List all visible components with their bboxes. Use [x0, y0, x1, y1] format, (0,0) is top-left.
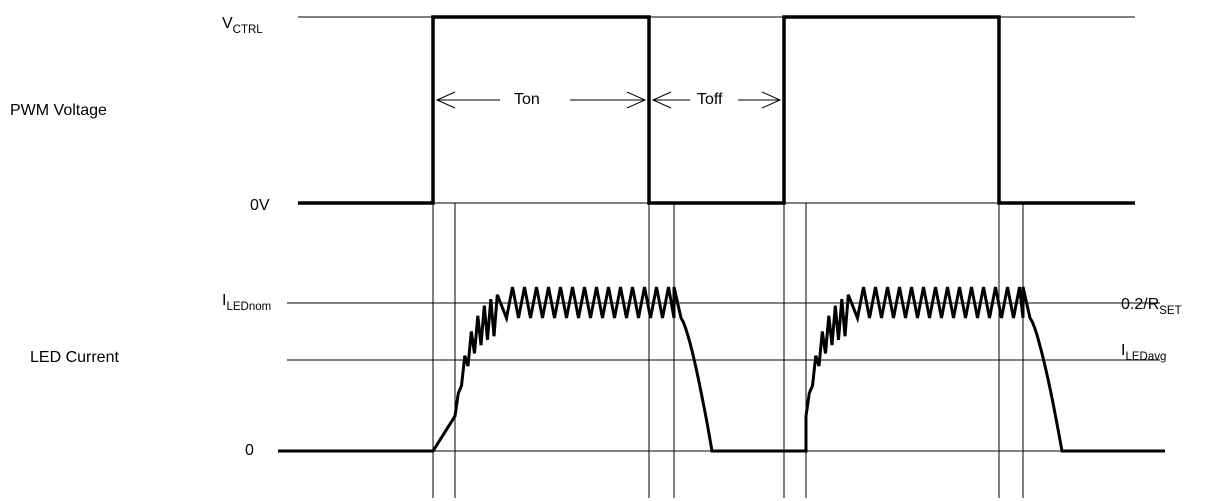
led-current-row-label: LED Current — [30, 349, 119, 366]
led-current-waveform — [278, 286, 1165, 453]
set-current-label-main: 0.2/R — [1121, 296, 1159, 313]
zero-volt-label: 0V — [250, 197, 270, 214]
iled-nom-label: ILEDnom — [222, 292, 271, 313]
set-current-label: 0.2/RSET — [1121, 296, 1182, 317]
iled-avg-label-sub: LEDavg — [1125, 351, 1166, 363]
pwm-voltage-waveform — [298, 15, 1135, 205]
iled-avg-label: ILEDavg — [1121, 342, 1166, 363]
zero-current-label: 0 — [245, 442, 254, 459]
timing-guide-lines — [432, 203, 1024, 498]
vctrl-label-sub: CTRL — [233, 24, 264, 36]
vctrl-label: VCTRL — [222, 15, 263, 36]
set-current-label-sub: SET — [1159, 305, 1181, 317]
ton-arrow — [435, 91, 647, 109]
iled-nom-label-sub: LEDnom — [226, 301, 271, 313]
toff-label: Toff — [697, 91, 723, 108]
toff-arrow — [651, 91, 782, 109]
iled-nom-label-main: I — [222, 292, 226, 309]
iled-avg-label-main: I — [1121, 342, 1125, 359]
ton-label: Ton — [514, 91, 540, 108]
pwm-voltage-row-label: PWM Voltage — [10, 102, 107, 119]
vctrl-label-main: V — [222, 15, 233, 32]
